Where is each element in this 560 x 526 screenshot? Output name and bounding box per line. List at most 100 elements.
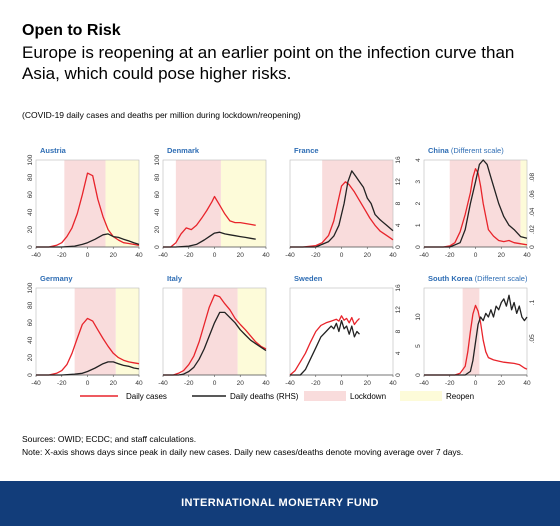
x-tick-label: -20 xyxy=(57,380,67,387)
x-tick-label: 20 xyxy=(237,380,245,387)
x-tick-label: 20 xyxy=(110,252,118,259)
y2-tick-label: 16 xyxy=(395,284,402,292)
lockdown-band xyxy=(175,160,221,247)
y-tick-label: 60 xyxy=(154,191,161,199)
y-tick-label: 80 xyxy=(27,301,34,309)
y2-tick-label: 12 xyxy=(395,178,402,186)
x-tick-label: 40 xyxy=(523,252,531,259)
y-tick-label: 0 xyxy=(27,245,34,249)
x-tick-label: -20 xyxy=(184,252,194,259)
y-tick-label: 20 xyxy=(27,226,34,234)
chart-panel-italy: Italy -40 -20 0 20 40 xyxy=(158,274,270,387)
y-tick-label: 40 xyxy=(27,336,34,344)
panel-scale-note: (Different scale) xyxy=(473,274,528,283)
cases-line xyxy=(424,304,528,376)
y2-tick-label: 8 xyxy=(395,329,402,333)
y2-tick-label: .06 xyxy=(529,190,536,199)
reopen-band xyxy=(220,160,266,247)
x-tick-label: -20 xyxy=(311,252,321,259)
y2-tick-label: 12 xyxy=(395,306,402,314)
y-tick-label: 20 xyxy=(27,354,34,362)
panel-title: China (Different scale) xyxy=(428,146,504,155)
x-tick-label: 40 xyxy=(389,380,397,387)
legend-reopen-label: Reopen xyxy=(446,392,474,401)
x-tick-label: 0 xyxy=(340,380,344,387)
y-tick-label: 10 xyxy=(415,313,422,321)
legend-reopen-swatch xyxy=(400,391,442,401)
chart-panel-sweden: Sweden -40 -20 0 20 40 0 4 8 12 16 xyxy=(285,274,402,387)
chart-panel-denmark: Denmark -40 -20 0 20 40 0 20 40 60 80 100 xyxy=(154,146,270,259)
x-tick-label: 40 xyxy=(389,252,397,259)
legend-lockdown-swatch xyxy=(304,391,346,401)
y-tick-label: 0 xyxy=(415,245,422,249)
x-tick-label: -40 xyxy=(31,252,41,259)
chart-legend: Daily cases Daily deaths (RHS) Lockdown … xyxy=(80,391,474,401)
x-tick-label: 40 xyxy=(135,252,143,259)
lockdown-band xyxy=(322,160,393,247)
cases-line xyxy=(36,172,140,248)
x-tick-label: 0 xyxy=(340,252,344,259)
y2-tick-label: 0 xyxy=(529,245,536,249)
cases-line xyxy=(289,315,360,376)
y2-tick-label: .04 xyxy=(529,207,536,216)
chart-panel-germany: Germany -40 -20 0 20 40 0 20 40 60 80 100 xyxy=(27,274,143,387)
y2-tick-label: .02 xyxy=(529,225,536,234)
y-tick-label: 20 xyxy=(154,226,161,234)
y2-tick-label: 8 xyxy=(395,201,402,205)
axis-note: Note: X-axis shows days since peak in da… xyxy=(22,447,464,457)
legend-cases-label: Daily cases xyxy=(126,392,167,401)
reopen-band xyxy=(520,160,527,247)
chart-grid: Austria-40 -20 0 20 40020406080100Denmark-40… xyxy=(27,146,536,401)
y-tick-label: 60 xyxy=(27,319,34,327)
y-tick-label: 3 xyxy=(415,180,422,184)
deaths-line xyxy=(163,311,267,376)
cases-line xyxy=(36,317,140,376)
x-tick-label: -40 xyxy=(31,380,41,387)
x-tick-label: -20 xyxy=(57,252,67,259)
y-tick-label: 0 xyxy=(27,373,34,377)
y-tick-label: 100 xyxy=(27,282,34,293)
legend-deaths-label: Daily deaths (RHS) xyxy=(230,392,299,401)
reopen-band xyxy=(105,160,139,247)
panel-title: Italy xyxy=(167,274,183,283)
x-tick-label: -20 xyxy=(445,252,455,259)
y2-tick-label: .1 xyxy=(529,299,536,305)
x-tick-label: 0 xyxy=(213,252,217,259)
deaths-line xyxy=(290,170,394,248)
footer-bar: INTERNATIONAL MONETARY FUND xyxy=(0,481,560,526)
x-tick-label: -40 xyxy=(419,380,429,387)
lockdown-band xyxy=(449,160,521,247)
legend-lockdown-label: Lockdown xyxy=(350,392,386,401)
x-tick-label: 0 xyxy=(86,252,90,259)
chart-panel-china: China (Different scale)-40 -20 0 20 40012340… xyxy=(415,146,536,259)
y2-tick-label: .08 xyxy=(529,173,536,182)
y-tick-label: 4 xyxy=(415,158,422,162)
x-tick-label: -40 xyxy=(419,252,429,259)
x-tick-label: -20 xyxy=(311,380,321,387)
x-tick-label: 20 xyxy=(237,252,245,259)
x-tick-label: -40 xyxy=(158,252,168,259)
x-tick-label: 40 xyxy=(135,380,143,387)
figure-subtitle: Europe is reopening at an earlier point … xyxy=(22,43,515,83)
panel-title: Germany xyxy=(40,274,73,283)
deaths-line xyxy=(424,159,528,248)
x-tick-label: 0 xyxy=(86,380,90,387)
figure-caption: (COVID-19 daily cases and deaths per mil… xyxy=(22,110,301,120)
lockdown-band xyxy=(74,288,116,375)
cases-line xyxy=(163,294,267,376)
y-tick-label: 80 xyxy=(154,173,161,181)
panel-title: South Korea (Different scale) xyxy=(428,274,528,283)
y-tick-label: 0 xyxy=(154,245,161,249)
deaths-line xyxy=(36,233,140,248)
x-tick-label: 0 xyxy=(213,380,217,387)
panel-title: France xyxy=(294,146,319,155)
x-tick-label: 20 xyxy=(110,380,118,387)
x-tick-label: -20 xyxy=(445,380,455,387)
plot-frame xyxy=(289,287,394,376)
sources-note: Sources: OWID; ECDC; and staff calculati… xyxy=(22,434,197,444)
y-tick-label: 2 xyxy=(415,201,422,205)
y-tick-label: 60 xyxy=(27,191,34,199)
y2-tick-label: 4 xyxy=(395,223,402,227)
figure-title: Open to Risk xyxy=(22,22,121,39)
x-tick-label: -40 xyxy=(285,380,295,387)
